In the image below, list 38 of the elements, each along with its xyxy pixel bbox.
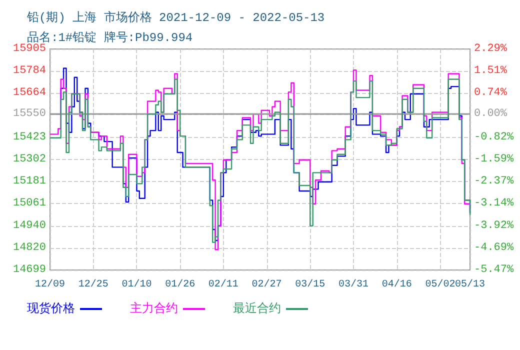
y2-tick-label: 0.00% xyxy=(474,108,508,120)
y2-tick-label: -1.59% xyxy=(474,154,514,166)
legend-label: 主力合约 xyxy=(130,301,178,316)
y2-tick-label: 2.29% xyxy=(474,43,508,55)
x-tick-label: 12/09 xyxy=(34,278,66,290)
y2-tick-label: -3.92% xyxy=(474,220,514,232)
y-tick-label: 15905 xyxy=(12,43,46,55)
y-tick-label: 15550 xyxy=(12,108,46,120)
x-tick-label: 04/16 xyxy=(382,278,412,290)
y2-tick-label: -0.82% xyxy=(474,132,514,144)
y2-tick-label: 0.74% xyxy=(474,87,508,100)
x-tick-label: 01/10 xyxy=(122,278,152,290)
y-tick-label: 15664 xyxy=(12,87,46,100)
y-tick-label: 15061 xyxy=(12,198,46,210)
x-tick-label: 03/15 xyxy=(295,278,326,290)
x-tick-label: 01/26 xyxy=(165,278,196,290)
y-tick-label: 14820 xyxy=(12,242,46,254)
x-tick-label: 02/11 xyxy=(208,278,238,290)
y-tick-label: 14699 xyxy=(12,264,46,276)
legend-label: 现货价格 xyxy=(27,302,75,316)
y2-tick-label: 1.51% xyxy=(474,65,508,78)
y-tick-label: 15181 xyxy=(12,176,46,188)
chart-subtitle: 品名:1#铅锭 牌号:Pb99.994 xyxy=(27,31,193,45)
y2-tick-label: -5.47% xyxy=(474,264,514,276)
x-tick-label: 03/31 xyxy=(338,278,368,290)
x-tick-label: 05/02 xyxy=(425,278,456,290)
y2-tick-label: -2.37% xyxy=(474,176,514,188)
x-tick-label: 05/13 xyxy=(454,278,486,290)
y2-tick-label: -3.14% xyxy=(474,198,514,210)
x-tick-label: 12/25 xyxy=(78,278,108,290)
y-tick-label: 15302 xyxy=(12,154,46,166)
chart-title: 铅(期) 上海 市场价格 2021-12-09 - 2022-05-13 xyxy=(26,10,325,25)
y-tick-label: 14940 xyxy=(12,220,46,232)
legend-label: 最近合约 xyxy=(233,302,281,316)
x-tick-label: 02/27 xyxy=(252,278,282,290)
y-tick-label: 15784 xyxy=(12,65,46,78)
y-tick-label: 15423 xyxy=(12,131,46,144)
y2-tick-label: -4.69% xyxy=(474,242,514,254)
